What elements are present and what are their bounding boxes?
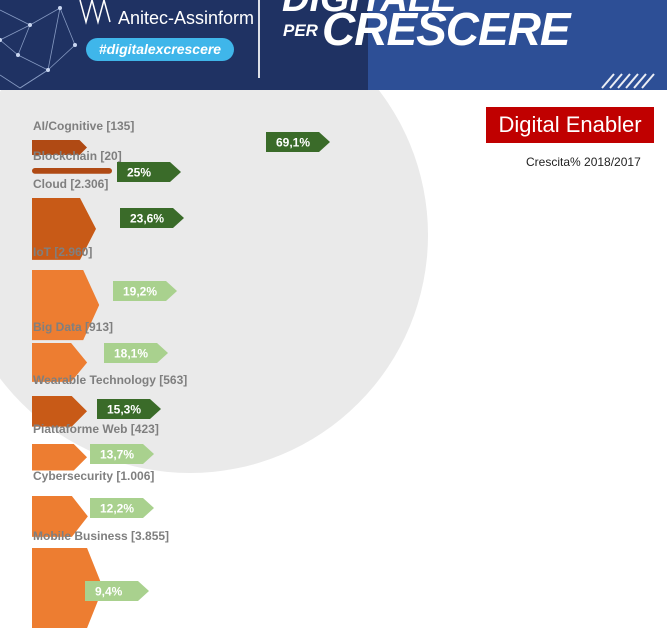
category-label: IoT [2.960] [33,245,92,259]
market-bar [32,343,88,382]
header-banner: Anitec-Assinform #digitalexcrescere DIGI… [0,0,667,90]
growth-arrow [120,208,184,228]
market-bar [32,444,87,471]
market-bar [32,496,88,537]
growth-arrow [90,444,154,464]
market-bar [32,396,87,427]
market-bar [32,168,112,174]
category-label: Piattaforme Web [423] [33,422,159,436]
background-circle [0,90,428,473]
campaign-title-crescere: CRESCERE [322,3,571,55]
growth-label: 25% [127,166,151,180]
growth-arrow [104,343,168,363]
growth-label: 9,4% [95,585,123,599]
growth-label: 15,3% [107,403,141,417]
growth-arrow [90,498,154,518]
market-bar [32,198,97,260]
growth-label: 19,2% [123,285,157,299]
growth-arrow [117,162,181,182]
category-label: Mobile Business [3.855] [33,529,169,543]
growth-label: 12,2% [100,502,134,516]
market-bar [32,140,87,155]
header-divider [258,0,260,78]
hashtag-pill: #digitalexcrescere [86,38,234,61]
category-label: Cybersecurity [1.006] [33,469,154,483]
network-graphic [0,6,77,89]
market-bar [32,548,104,628]
banner-accent-panel [368,0,667,90]
organization-name: Anitec-Assinform [118,8,255,28]
growth-label: 18,1% [114,347,148,361]
campaign-title-per: PER [283,21,318,40]
market-bar [32,270,100,341]
chart-subtitle: Crescita% 2018/2017 [526,155,641,169]
growth-label: 13,7% [100,448,134,462]
growth-label: 23,6% [130,212,164,226]
chart-area: AI/Cognitive [135] 69,1% Blockchain [20] 25… [0,90,428,628]
category-label: AI/Cognitive [135] [33,119,134,133]
organization-logo [79,0,111,25]
growth-label: 69,1% [276,136,310,150]
growth-arrow [266,132,330,152]
category-label: Big Data [913] [33,320,113,334]
growth-arrow [85,581,149,601]
growth-arrow [97,399,161,419]
category-label: Blockchain [20] [33,149,122,163]
section-badge: Digital Enabler [486,107,654,143]
growth-arrow [113,281,177,301]
category-label: Cloud [2.306] [33,177,108,191]
campaign-title-top: DIGITALE [282,0,457,21]
category-label: Wearable Technology [563] [33,373,187,387]
slash-decoration [601,73,655,89]
